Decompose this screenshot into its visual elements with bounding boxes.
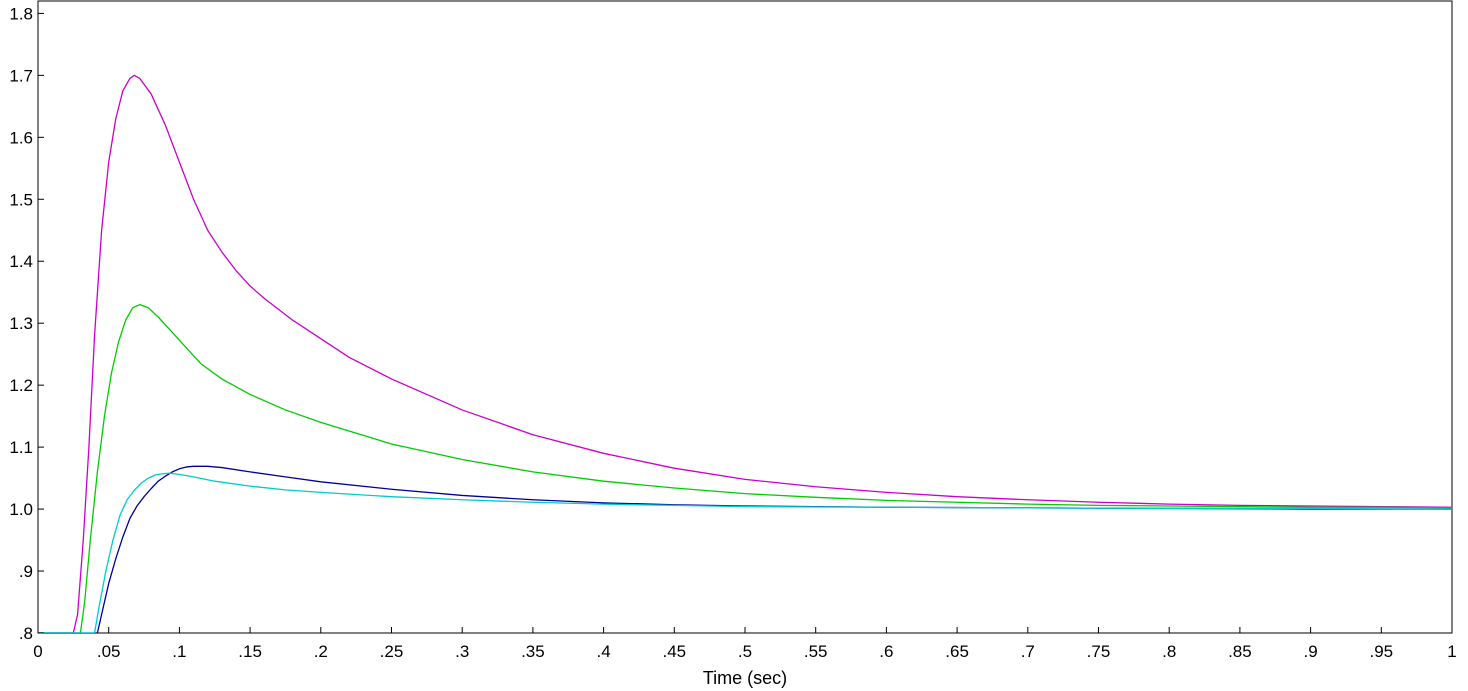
y-tick-label: 1.7	[9, 66, 33, 85]
x-tick-label: .5	[738, 642, 752, 661]
x-axis: 0 .05 .1 .15 .2 .25 .3 .35 .4 .45 .5 .55 .6 .65 .7 .75.…	[33, 627, 1457, 661]
y-tick-label: 1.8	[9, 4, 33, 23]
x-tick-label: .15	[238, 642, 262, 661]
series-line-1	[38, 74, 1452, 633]
x-tick-label: 1	[1447, 642, 1456, 661]
y-tick-label: 1.5	[9, 190, 33, 209]
x-tick-label: .55	[804, 642, 828, 661]
x-tick-label: 0	[33, 642, 42, 661]
x-tick-label: .95	[1369, 642, 1393, 661]
y-tick-label: 1.2	[9, 376, 33, 395]
plot-background	[37, 0, 1453, 634]
series-line-4	[38, 472, 1452, 633]
x-tick-label: .45	[662, 642, 686, 661]
x-tick-label: .75	[1087, 642, 1111, 661]
y-axis: .8 .9 1.0 1.1 1.2 1.3 1.4 1.5 1.6 1.7 1.8	[9, 4, 44, 643]
y-tick-label: 1.6	[9, 128, 33, 147]
y-tick-label: .8	[19, 624, 33, 643]
y-tick-label: 1.0	[9, 500, 33, 519]
x-tick-label: .9	[1304, 642, 1318, 661]
x-axis-title: Time (sec)	[703, 668, 787, 688]
y-tick-label: 1.3	[9, 314, 33, 333]
x-tick-label: .3	[455, 642, 469, 661]
x-tick-label: .1	[172, 642, 186, 661]
x-tick-label: .65	[945, 642, 969, 661]
x-tick-label: .6	[879, 642, 893, 661]
x-tick-label: .4	[597, 642, 611, 661]
x-tick-label: .05	[97, 642, 121, 661]
x-tick-label: .35	[521, 642, 545, 661]
x-tick-label: .2	[314, 642, 328, 661]
x-tick-label: .7	[1021, 642, 1035, 661]
x-tick-label: .25	[380, 642, 404, 661]
series-line-2	[38, 303, 1452, 633]
y-tick-label: .9	[19, 562, 33, 581]
x-tick-label: .8	[1162, 642, 1176, 661]
y-tick-label: 1.1	[9, 438, 33, 457]
x-tick-label: .85	[1228, 642, 1252, 661]
series-layer	[38, 74, 1452, 633]
y-tick-label: 1.4	[9, 252, 33, 271]
